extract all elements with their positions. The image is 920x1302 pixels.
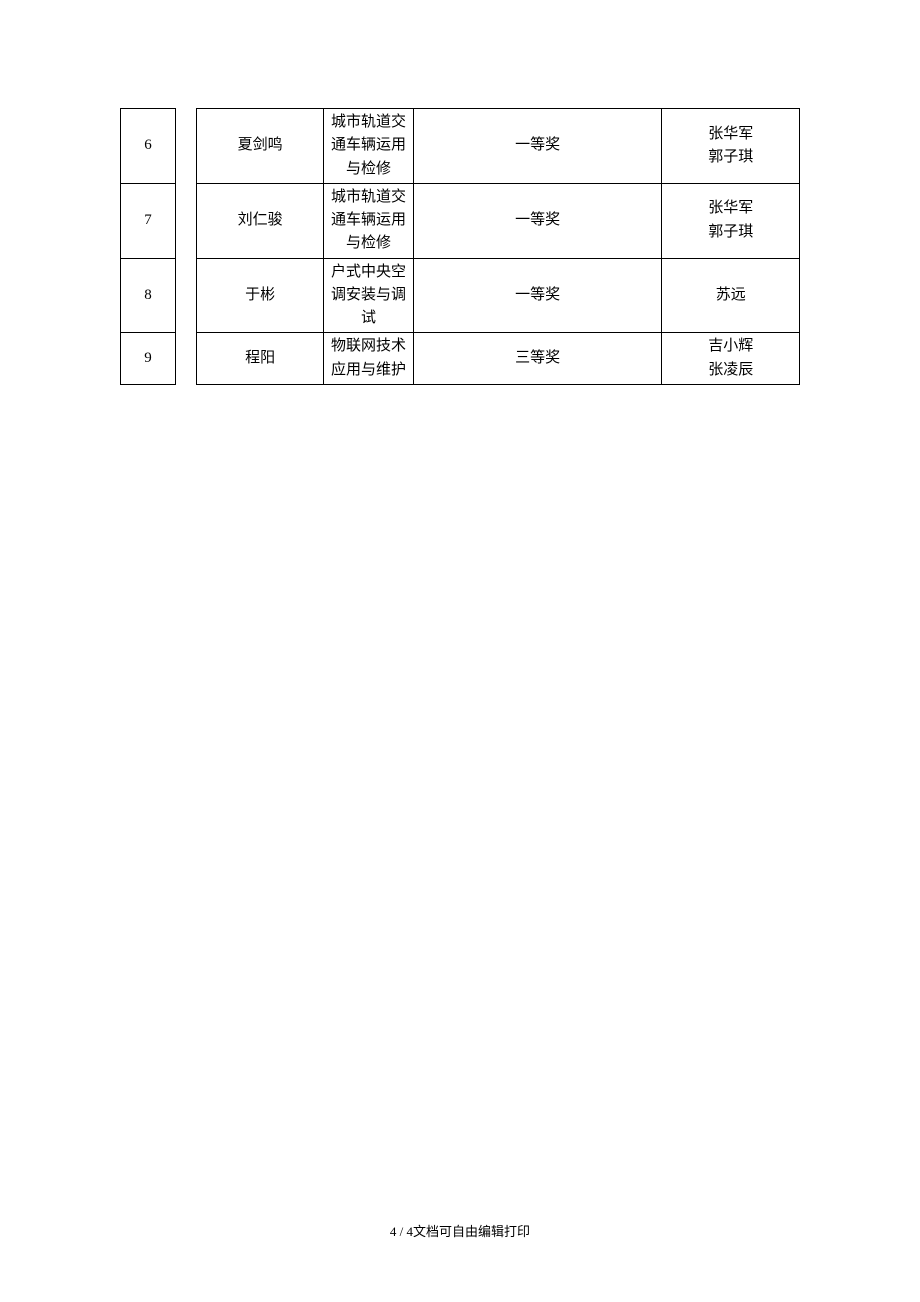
cell-award: 一等奖 bbox=[413, 109, 662, 184]
cell-teacher: 张华军郭子琪 bbox=[662, 183, 800, 258]
table-row: 9 程阳 物联网技术应用与维护 三等奖 吉小辉张凌辰 bbox=[121, 333, 800, 385]
page-content: 6 夏剑鸣 城市轨道交通车辆运用与检修 一等奖 张华军郭子琪 7 刘仁骏 城市轨… bbox=[0, 0, 920, 385]
cell-num: 7 bbox=[121, 183, 176, 258]
cell-num: 6 bbox=[121, 109, 176, 184]
page-sep: / bbox=[396, 1224, 406, 1239]
cell-num: 8 bbox=[121, 258, 176, 333]
footer-note: 文档可自由编辑打印 bbox=[413, 1224, 530, 1239]
cell-teacher: 苏远 bbox=[662, 258, 800, 333]
table-row: 7 刘仁骏 城市轨道交通车辆运用与检修 一等奖 张华军郭子琪 bbox=[121, 183, 800, 258]
cell-teacher: 吉小辉张凌辰 bbox=[662, 333, 800, 385]
teacher-line: 吉小辉 bbox=[708, 338, 753, 354]
cell-subject: 城市轨道交通车辆运用与检修 bbox=[324, 109, 414, 184]
teacher-line: 张华军 bbox=[708, 126, 753, 142]
cell-subject: 户式中央空调安装与调试 bbox=[324, 258, 414, 333]
cell-name: 夏剑鸣 bbox=[197, 109, 324, 184]
cell-subject: 城市轨道交通车辆运用与检修 bbox=[324, 183, 414, 258]
teacher-line: 郭子琪 bbox=[708, 224, 753, 240]
teacher-line: 苏远 bbox=[716, 287, 746, 303]
teacher-line: 郭子琪 bbox=[708, 149, 753, 165]
cell-blank-merged bbox=[175, 109, 196, 385]
cell-teacher: 张华军郭子琪 bbox=[662, 109, 800, 184]
cell-award: 一等奖 bbox=[413, 183, 662, 258]
cell-name: 程阳 bbox=[197, 333, 324, 385]
table-row: 6 夏剑鸣 城市轨道交通车辆运用与检修 一等奖 张华军郭子琪 bbox=[121, 109, 800, 184]
cell-name: 刘仁骏 bbox=[197, 183, 324, 258]
cell-award: 一等奖 bbox=[413, 258, 662, 333]
table-row: 8 于彬 户式中央空调安装与调试 一等奖 苏远 bbox=[121, 258, 800, 333]
cell-name: 于彬 bbox=[197, 258, 324, 333]
page-footer: 4 / 4文档可自由编辑打印 bbox=[0, 1221, 920, 1240]
awards-table: 6 夏剑鸣 城市轨道交通车辆运用与检修 一等奖 张华军郭子琪 7 刘仁骏 城市轨… bbox=[120, 108, 800, 385]
cell-num: 9 bbox=[121, 333, 176, 385]
cell-subject: 物联网技术应用与维护 bbox=[324, 333, 414, 385]
teacher-line: 张华军 bbox=[708, 200, 753, 216]
cell-award: 三等奖 bbox=[413, 333, 662, 385]
teacher-line: 张凌辰 bbox=[708, 362, 753, 378]
